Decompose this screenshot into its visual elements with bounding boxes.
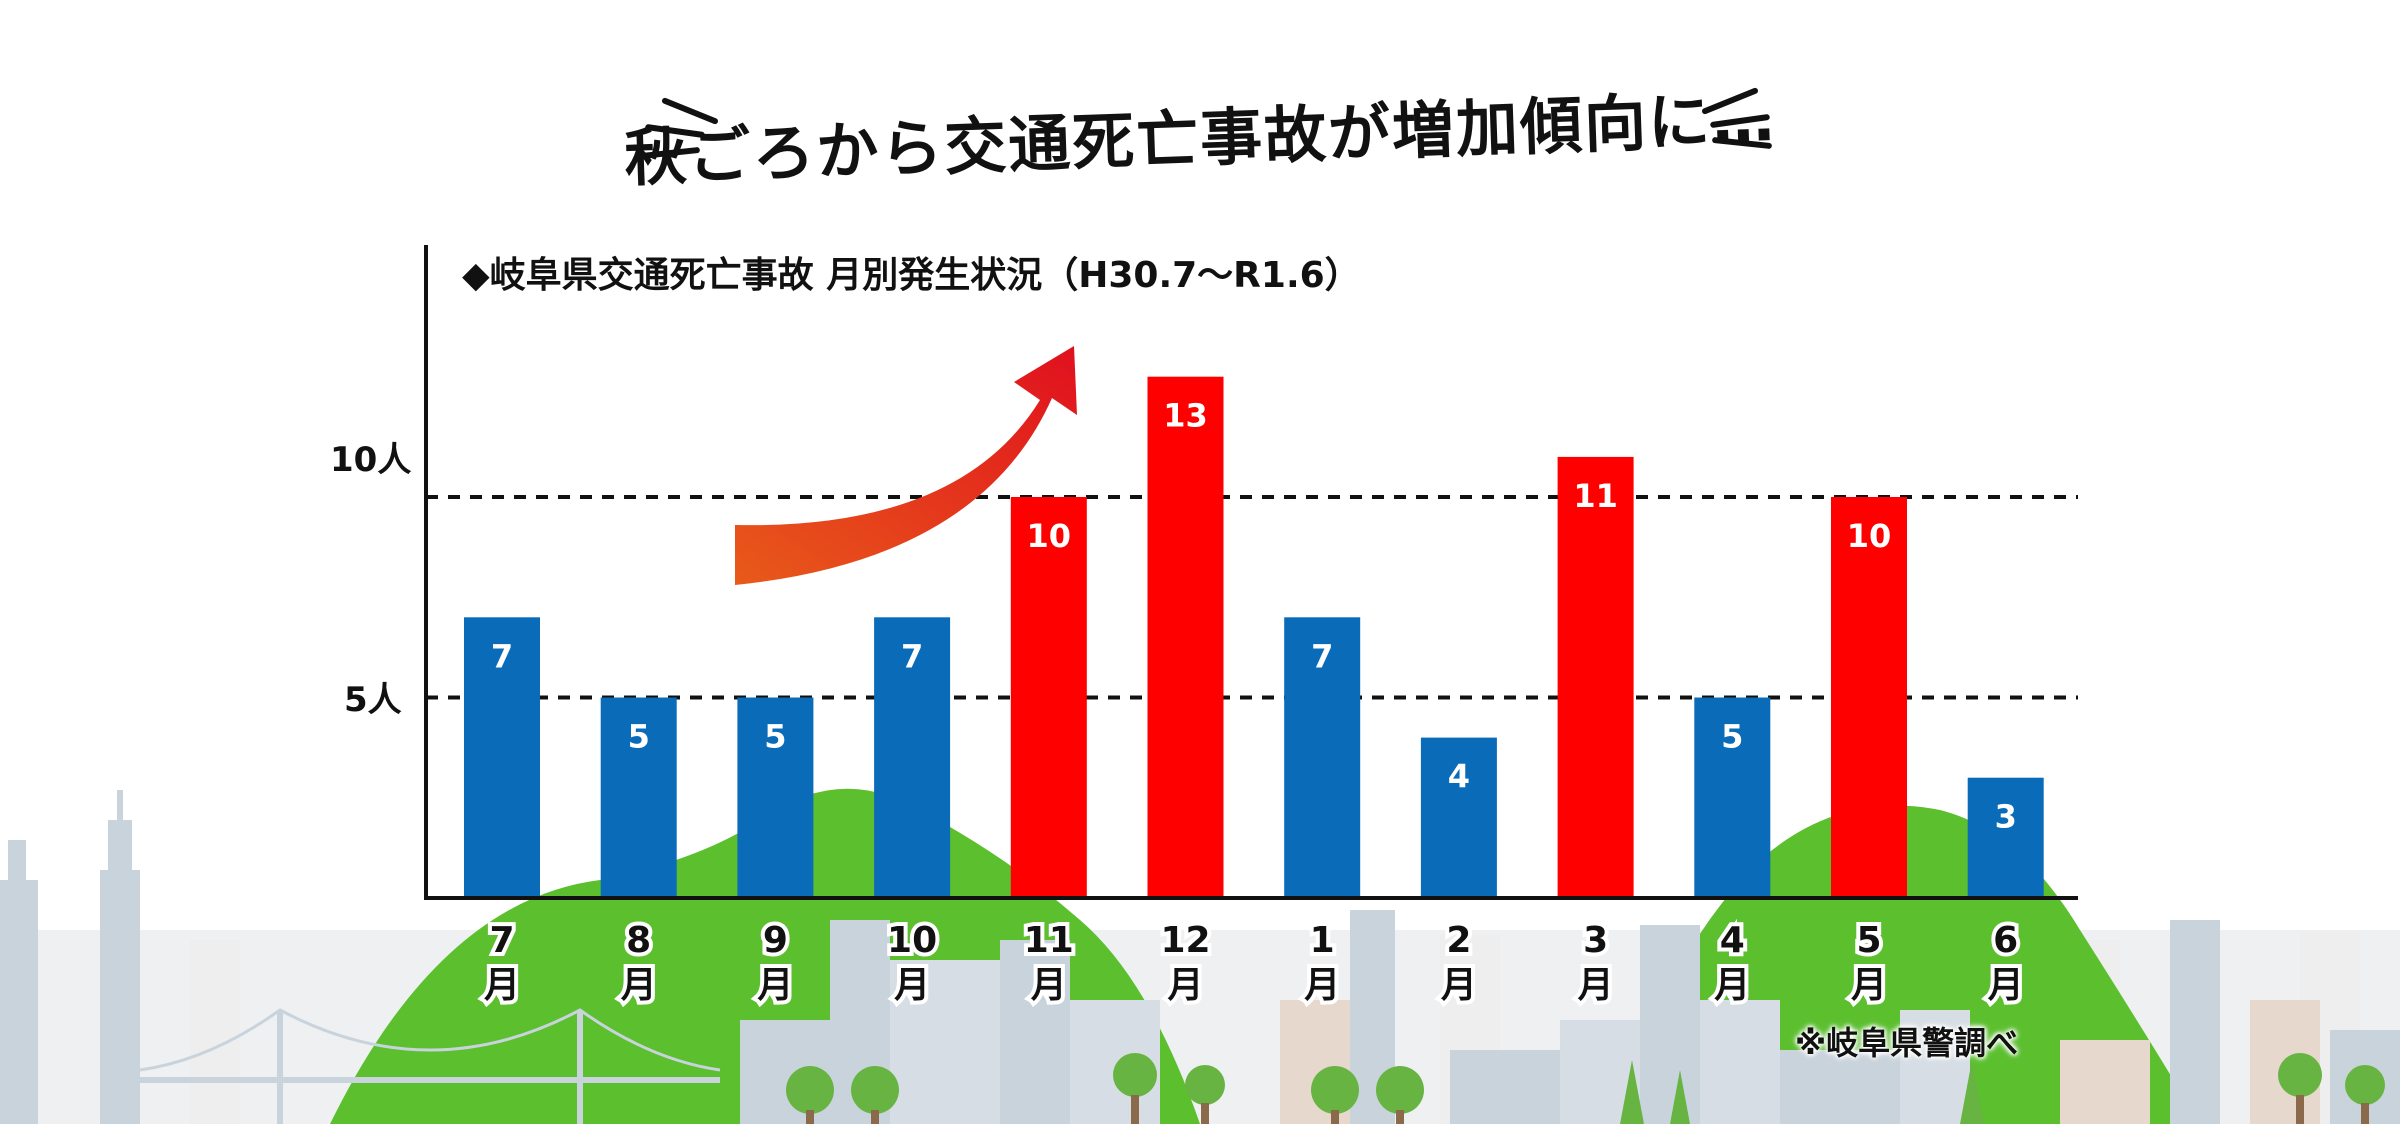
bar-4月 [1694, 697, 1771, 898]
x-tick-unit: 月 [1851, 965, 1887, 1006]
x-tick-unit: 月 [1441, 965, 1477, 1006]
x-tick-number: 6 [1993, 920, 2018, 961]
x-tick-unit: 月 [621, 965, 657, 1006]
bar-value-label: 7 [491, 637, 513, 675]
axes [424, 245, 2078, 900]
bar-1月 [1284, 617, 1361, 898]
y-label-5: 5人 [344, 680, 402, 720]
x-tick-number: 5 [1856, 920, 1881, 961]
x-tick-number: 1 [1310, 920, 1335, 961]
cityscape-background [0, 788, 2400, 1124]
bar-6月 [1967, 777, 2044, 898]
trend-arrow-icon [735, 346, 1077, 585]
x-tick-unit: 月 [1031, 965, 1067, 1006]
bar-value-label: 10 [1847, 517, 1892, 555]
bar-12月 [1147, 376, 1224, 898]
x-tick-unit: 月 [1167, 965, 1203, 1006]
bar-10月 [874, 617, 951, 898]
x-tick-number: 10 [887, 920, 937, 961]
x-tick-unit: 月 [1988, 965, 2024, 1006]
x-tick-unit: 月 [484, 965, 520, 1006]
bar-value-label: 4 [1448, 758, 1470, 796]
x-tick-number: 8 [626, 920, 651, 961]
x-tick-unit: 月 [757, 965, 793, 1006]
chart-title: ◆岐阜県交通死亡事故 月別発生状況（H30.7〜R1.6） [462, 255, 1361, 296]
x-tick-unit: 月 [894, 965, 930, 1006]
bar-value-label: 11 [1573, 477, 1618, 515]
bars-group: 7 5 5 7 10 13 7 4 11 5 10 3 [464, 376, 2044, 898]
bar-8月 [600, 697, 677, 898]
gridlines [426, 495, 2078, 700]
bar-value-label: 10 [1027, 517, 1072, 555]
x-tick-unit: 月 [1714, 965, 1750, 1006]
x-tick-number: 9 [763, 920, 788, 961]
x-tick-number: 2 [1446, 920, 1471, 961]
bar-7月 [464, 617, 540, 898]
bar-value-label: 13 [1163, 397, 1208, 435]
x-tick-number: 4 [1720, 920, 1745, 961]
bar-5月 [1831, 497, 1907, 898]
bar-value-label: 7 [1311, 637, 1333, 675]
bar-value-label: 5 [1721, 718, 1743, 756]
source-note: ※岐阜県警調べ [1795, 1024, 2019, 1062]
x-tick-unit: 月 [1578, 965, 1614, 1006]
bar-value-label: 3 [1995, 798, 2017, 836]
bar-2月 [1420, 737, 1497, 898]
bar-11月 [1010, 497, 1087, 898]
bar-value-label: 7 [901, 637, 923, 675]
x-tick-number: 12 [1160, 920, 1210, 961]
x-tick-number: 11 [1024, 920, 1074, 961]
x-tick-unit: 月 [1304, 965, 1340, 1006]
bar-value-label: 5 [628, 718, 650, 756]
x-tick-number: 3 [1583, 920, 1608, 961]
y-label-10: 10人 [330, 440, 412, 480]
bar-3月 [1557, 456, 1634, 898]
bar-9月 [737, 697, 814, 898]
bar-value-label: 5 [764, 718, 786, 756]
x-tick-number: 7 [489, 920, 514, 961]
